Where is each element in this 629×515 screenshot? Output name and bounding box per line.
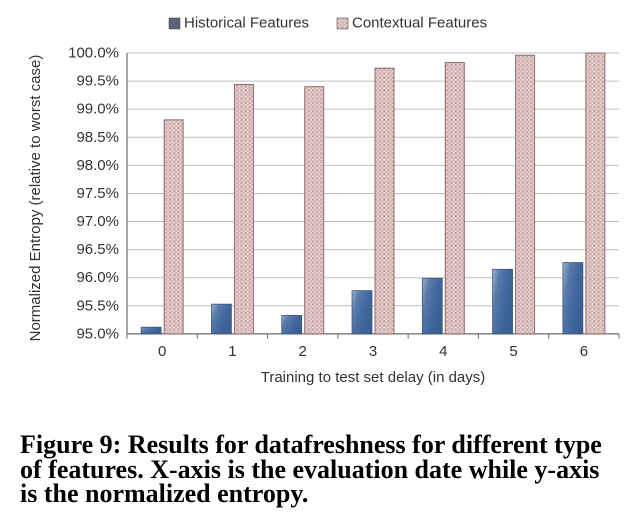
svg-text:95.0%: 95.0% [76, 325, 119, 342]
svg-text:99.5%: 99.5% [76, 73, 119, 90]
svg-text:4: 4 [439, 343, 447, 360]
svg-text:5: 5 [509, 343, 517, 360]
svg-text:1: 1 [228, 343, 236, 360]
svg-text:96.0%: 96.0% [76, 269, 119, 286]
svg-text:Normalized Entropy (relative t: Normalized Entropy (relative to worst ca… [27, 55, 44, 342]
svg-text:97.0%: 97.0% [76, 213, 119, 230]
svg-text:6: 6 [580, 343, 588, 360]
svg-text:Contextual Features: Contextual Features [352, 15, 487, 32]
svg-text:3: 3 [369, 343, 377, 360]
svg-text:99.0%: 99.0% [76, 101, 119, 118]
svg-text:95.5%: 95.5% [76, 297, 119, 314]
svg-text:2: 2 [299, 343, 307, 360]
svg-text:98.0%: 98.0% [76, 157, 119, 174]
svg-text:100.0%: 100.0% [68, 45, 119, 62]
svg-text:98.5%: 98.5% [76, 129, 119, 146]
svg-text:Training to test set delay (in: Training to test set delay (in days) [261, 369, 486, 386]
svg-text:96.5%: 96.5% [76, 241, 119, 258]
svg-text:0: 0 [158, 343, 166, 360]
svg-text:Historical Features: Historical Features [184, 15, 309, 32]
svg-text:97.5%: 97.5% [76, 185, 119, 202]
